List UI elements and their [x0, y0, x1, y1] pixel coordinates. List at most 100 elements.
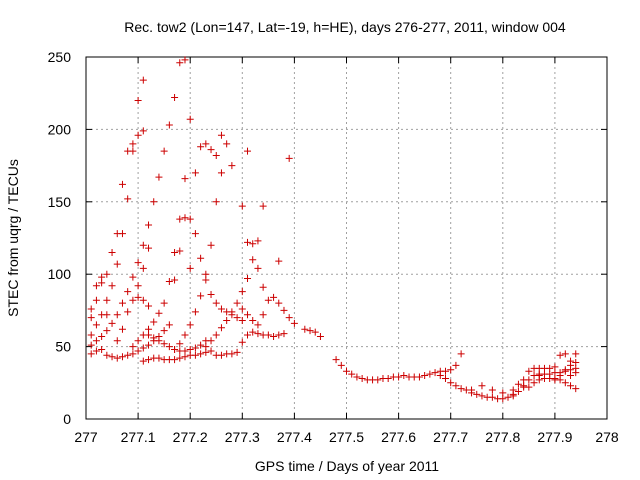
x-tick-label: 277.5	[329, 429, 364, 445]
y-tick-label: 250	[48, 49, 72, 65]
data-point-marker	[98, 332, 106, 340]
data-point-marker	[113, 354, 121, 362]
data-point-marker	[103, 311, 111, 319]
y-tick-label: 200	[48, 121, 72, 137]
data-point-marker	[139, 264, 147, 272]
data-point-marker	[452, 382, 460, 390]
x-tick-label: 277.6	[381, 429, 416, 445]
data-point-marker	[244, 275, 252, 283]
y-tick-label: 50	[55, 339, 71, 355]
data-point-marker	[348, 370, 356, 378]
data-point-marker	[270, 293, 278, 301]
data-point-marker	[212, 151, 220, 159]
data-point-marker	[139, 127, 147, 135]
data-point-marker	[306, 327, 314, 335]
data-point-marker	[264, 331, 272, 339]
data-point-marker	[139, 357, 147, 365]
data-point-marker	[244, 147, 252, 155]
data-point-marker	[217, 131, 225, 139]
data-point-marker	[176, 215, 184, 223]
data-point-marker	[207, 337, 215, 345]
data-point-marker	[186, 115, 194, 123]
data-point-marker	[374, 376, 382, 384]
data-point-marker	[92, 321, 100, 329]
data-point-marker	[520, 376, 528, 384]
data-point-marker	[186, 321, 194, 329]
data-point-marker	[87, 350, 95, 358]
data-point-marker	[254, 321, 262, 329]
data-point-marker	[134, 131, 142, 139]
data-point-marker	[259, 283, 267, 291]
data-point-marker	[165, 343, 173, 351]
data-point-marker	[254, 330, 262, 338]
data-point-marker	[186, 215, 194, 223]
data-point-marker	[108, 282, 116, 290]
data-point-marker	[134, 347, 142, 355]
data-point-marker	[124, 351, 132, 359]
data-point-marker	[92, 347, 100, 355]
data-point-marker	[176, 247, 184, 255]
data-point-marker	[87, 314, 95, 322]
data-point-marker	[191, 308, 199, 316]
data-point-marker	[103, 296, 111, 304]
data-point-marker	[275, 257, 283, 265]
data-point-marker	[181, 175, 189, 183]
data-point-marker	[165, 121, 173, 129]
data-point-marker	[233, 299, 241, 307]
data-point-marker	[561, 350, 569, 358]
data-point-marker	[441, 374, 449, 382]
data-point-marker	[254, 237, 262, 245]
data-point-marker	[400, 372, 408, 380]
data-point-marker	[145, 221, 153, 229]
data-point-marker	[129, 350, 137, 358]
data-point-marker	[280, 330, 288, 338]
data-point-marker	[561, 379, 569, 387]
data-point-marker	[139, 296, 147, 304]
data-point-marker	[98, 345, 106, 353]
data-point-marker	[118, 180, 126, 188]
data-point-marker	[103, 270, 111, 278]
data-point-marker	[129, 140, 137, 148]
data-point-marker	[171, 345, 179, 353]
data-point-marker	[233, 314, 241, 322]
data-point-marker	[567, 361, 575, 369]
data-points	[87, 56, 580, 403]
y-tick-label: 100	[48, 266, 72, 282]
data-point-marker	[264, 296, 272, 304]
data-point-marker	[353, 373, 361, 381]
data-point-marker	[223, 140, 231, 148]
x-tick-label: 277.2	[173, 429, 208, 445]
data-point-marker	[134, 337, 142, 345]
x-tick-label: 277.3	[225, 429, 260, 445]
data-point-marker	[254, 264, 262, 272]
data-point-marker	[124, 288, 132, 296]
data-point-marker	[478, 382, 486, 390]
data-point-marker	[488, 386, 496, 394]
data-point-marker	[155, 309, 163, 317]
data-point-marker	[452, 361, 460, 369]
data-point-marker	[275, 299, 283, 307]
data-point-marker	[145, 356, 153, 364]
data-point-marker	[561, 366, 569, 374]
data-point-marker	[108, 353, 116, 361]
data-point-marker	[217, 305, 225, 313]
data-point-marker	[207, 290, 215, 298]
data-point-marker	[249, 328, 257, 336]
data-point-marker	[572, 359, 580, 367]
data-point-marker	[441, 367, 449, 375]
data-point-marker	[212, 299, 220, 307]
x-tick-label: 277.9	[537, 429, 572, 445]
data-point-marker	[499, 389, 507, 397]
data-point-marker	[160, 299, 168, 307]
data-point-marker	[457, 385, 465, 393]
data-point-marker	[556, 351, 564, 359]
data-point-marker	[488, 393, 496, 401]
data-point-marker	[514, 380, 522, 388]
data-point-marker	[468, 386, 476, 394]
data-point-marker	[124, 308, 132, 316]
data-point-marker	[92, 282, 100, 290]
data-point-marker	[113, 311, 121, 319]
data-point-marker	[139, 76, 147, 84]
data-point-marker	[118, 325, 126, 333]
data-point-marker	[160, 340, 168, 348]
